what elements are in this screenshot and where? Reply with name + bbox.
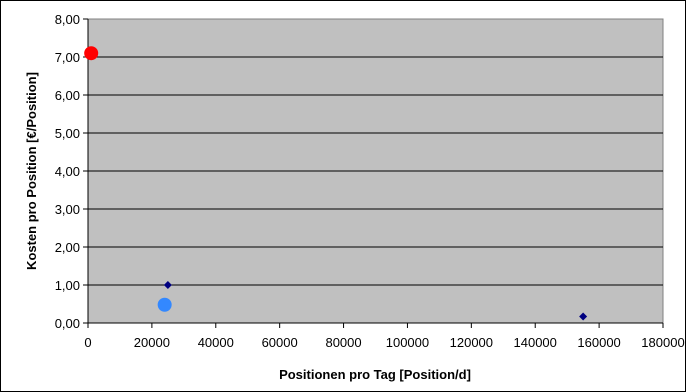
x-tick-label: 180000 [641,335,684,350]
data-point-diamond [579,312,588,321]
y-tick-label: 6,00 [55,88,80,103]
data-point-circle [157,297,172,312]
data-points [84,46,588,321]
y-tick-label: 7,00 [55,50,80,65]
y-tick-label: 1,00 [55,278,80,293]
y-tick-label: 0,00 [55,316,80,331]
x-tick-label: 20000 [134,335,170,350]
x-tick-label: 100000 [386,335,429,350]
x-tick-label: 0 [84,335,91,350]
x-tick-label: 120000 [450,335,493,350]
x-tick-label: 80000 [325,335,361,350]
y-tick-label: 2,00 [55,240,80,255]
y-tick-label: 4,00 [55,164,80,179]
x-tick-label: 140000 [514,335,557,350]
x-tick-labels: 0 20000 40000 60000 80000 100000 120000 140000 1… [84,335,684,350]
x-tick-label: 160000 [577,335,620,350]
y-axis-title: Kosten pro Position [€/Position] [24,72,39,270]
y-tick-labels: 0,00 1,00 2,00 3,00 4,00 5,00 6,00 7,00 8,00 [55,12,80,331]
data-point-circle [84,46,99,61]
x-tick-label: 40000 [198,335,234,350]
y-tick-label: 8,00 [55,12,80,27]
x-tick-label: 60000 [262,335,298,350]
data-point-diamond [163,281,172,289]
grid-lines [88,56,663,286]
axes [83,18,664,328]
y-tick-label: 3,00 [55,202,80,217]
y-tick-label: 5,00 [55,126,80,141]
x-axis-title: Positionen pro Tag [Position/d] [279,367,471,382]
